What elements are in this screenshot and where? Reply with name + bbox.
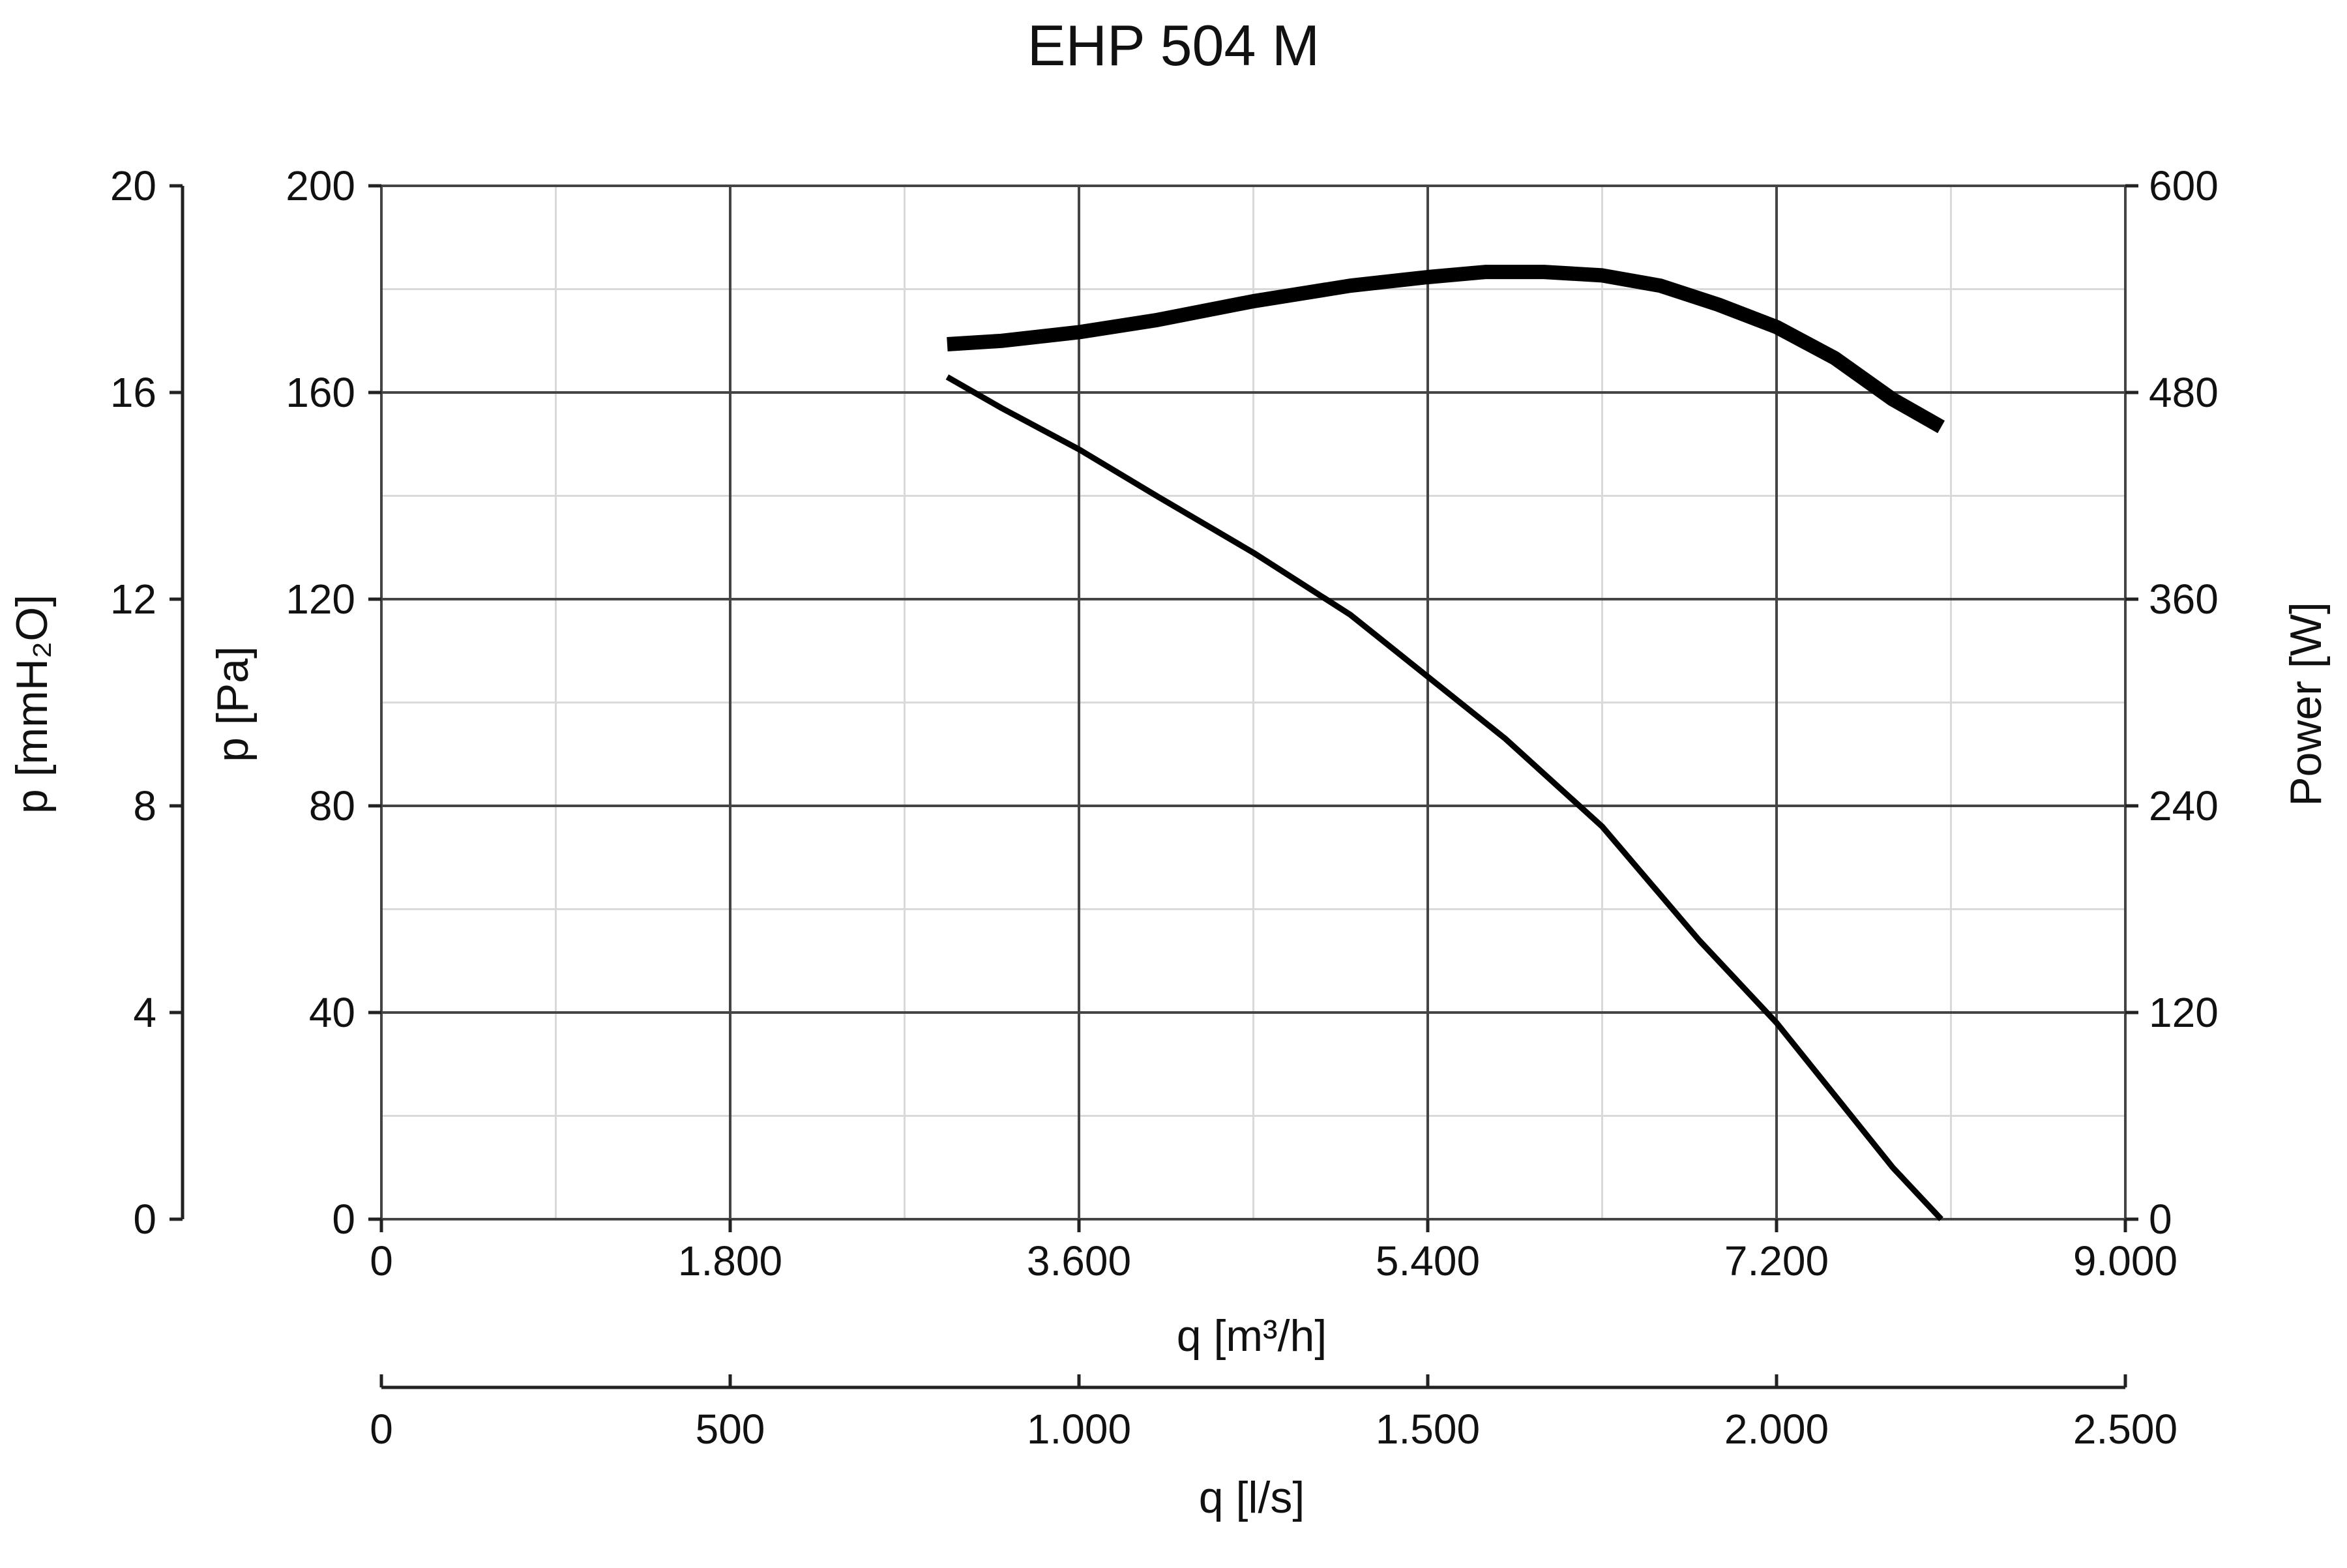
- y2-tick-label: 16: [110, 369, 156, 416]
- y3-tick-label: 240: [2149, 782, 2219, 829]
- y-axis-label-mmh2o: p [mmH₂O]: [7, 595, 57, 814]
- y-tick-label: 160: [286, 369, 355, 416]
- y2-tick-label: 8: [133, 782, 156, 829]
- y-tick-label: 80: [309, 782, 355, 829]
- x2-tick-label: 0: [370, 1406, 393, 1453]
- x-tick-label: 1.800: [678, 1237, 782, 1284]
- y2-tick-label: 20: [110, 162, 156, 209]
- x-axis-label-ls: q [l/s]: [1199, 1473, 1305, 1522]
- y2-tick-label: 12: [110, 576, 156, 623]
- y-axis-label-power: Power [W]: [2281, 602, 2331, 806]
- x-axis-label-m3h: q [m³/h]: [1177, 1311, 1327, 1361]
- major-gridlines: [380, 185, 2127, 1220]
- y3-tick-label: 120: [2149, 989, 2219, 1036]
- x2-tick-label: 1.500: [1376, 1406, 1480, 1453]
- y2-tick-label: 0: [133, 1196, 156, 1243]
- tick-marks: [170, 184, 2138, 1387]
- x2-tick-label: 2.000: [1724, 1406, 1829, 1453]
- minor-gridlines: [381, 186, 2125, 1219]
- x-tick-label: 7.200: [1724, 1237, 1829, 1284]
- y-tick-label: 120: [286, 576, 355, 623]
- y-tick-label: 0: [332, 1196, 355, 1243]
- x2-tick-label: 1.000: [1027, 1406, 1131, 1453]
- y3-tick-label: 480: [2149, 369, 2219, 416]
- y-tick-label: 200: [286, 162, 355, 209]
- x-tick-label: 5.400: [1376, 1237, 1480, 1284]
- y-tick-label: 40: [309, 989, 355, 1036]
- x-tick-label: 9.000: [2073, 1237, 2177, 1284]
- power-curve: [947, 265, 1945, 434]
- x-tick-label: 3.600: [1027, 1237, 1131, 1284]
- y2-tick-label: 4: [133, 989, 156, 1036]
- x2-tick-label: 2.500: [2073, 1406, 2177, 1453]
- y3-tick-label: 360: [2149, 576, 2219, 623]
- y3-tick-label: 0: [2149, 1196, 2172, 1243]
- x2-tick-label: 500: [696, 1406, 765, 1453]
- x-tick-label: 0: [370, 1237, 393, 1284]
- y3-tick-label: 600: [2149, 162, 2219, 209]
- pressure-curve: [945, 374, 1943, 1222]
- chart-title: EHP 504 M: [1027, 13, 1320, 78]
- y-axis-label-pa: p [Pa]: [208, 646, 258, 762]
